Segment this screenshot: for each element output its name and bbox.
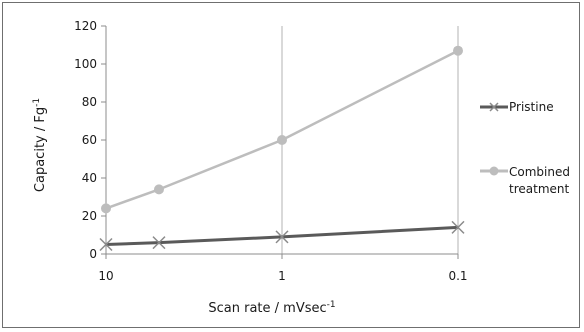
y-tick-label: 80 (82, 95, 97, 109)
legend: Pristine Combined treatment (480, 100, 574, 196)
y-tick-label: 40 (82, 171, 97, 185)
legend-item-pristine: Pristine (480, 100, 554, 114)
y-tick-label: 120 (74, 19, 97, 33)
data-point-combined (153, 184, 164, 195)
y-tick-label: 60 (82, 133, 97, 147)
legend-label-combined-line2: treatment (509, 182, 569, 196)
data-point-pristine (152, 236, 166, 250)
y-tick-label: 20 (82, 209, 97, 223)
legend-label-combined: Combined treatment (509, 165, 574, 196)
data-point-pristine (275, 230, 289, 244)
data-point-pristine (451, 220, 465, 234)
y-axis-title-superscript: -1 (32, 98, 42, 107)
x-axis-title: Scan rate / mVsec-1 (208, 300, 335, 316)
data-point-pristine (99, 237, 113, 252)
data-point-combined (277, 135, 287, 145)
x-axis-title-text: Scan rate / mVsec (208, 301, 326, 316)
legend-label-combined-line1: Combined (509, 165, 570, 179)
series-line-combined (105, 49, 459, 210)
legend-label-pristine: Pristine (509, 100, 554, 114)
series-line-pristine (105, 225, 459, 246)
y-tick-label: 0 (89, 247, 97, 261)
x-tick-label: 1 (278, 269, 286, 283)
x-tick-label: 10 (98, 269, 113, 283)
y-tick-label: 100 (74, 57, 97, 71)
x-axis-title-superscript: -1 (327, 300, 336, 310)
y-axis-title-text: Capacity / Fg (33, 107, 48, 192)
x-tick-label: 0.1 (448, 269, 467, 283)
legend-marker-circle-icon (489, 166, 499, 176)
data-point-combined (101, 203, 111, 214)
legend-marker-x-icon (489, 102, 499, 112)
chart-frame (2, 2, 580, 328)
axes: 0 20 40 60 80 100 120 10 1 0.1 (74, 19, 467, 283)
y-axis-title: Capacity / Fg-1 (32, 98, 48, 192)
data-point-combined (453, 45, 463, 56)
legend-item-combined: Combined treatment (480, 165, 574, 196)
series-layer (99, 45, 465, 252)
